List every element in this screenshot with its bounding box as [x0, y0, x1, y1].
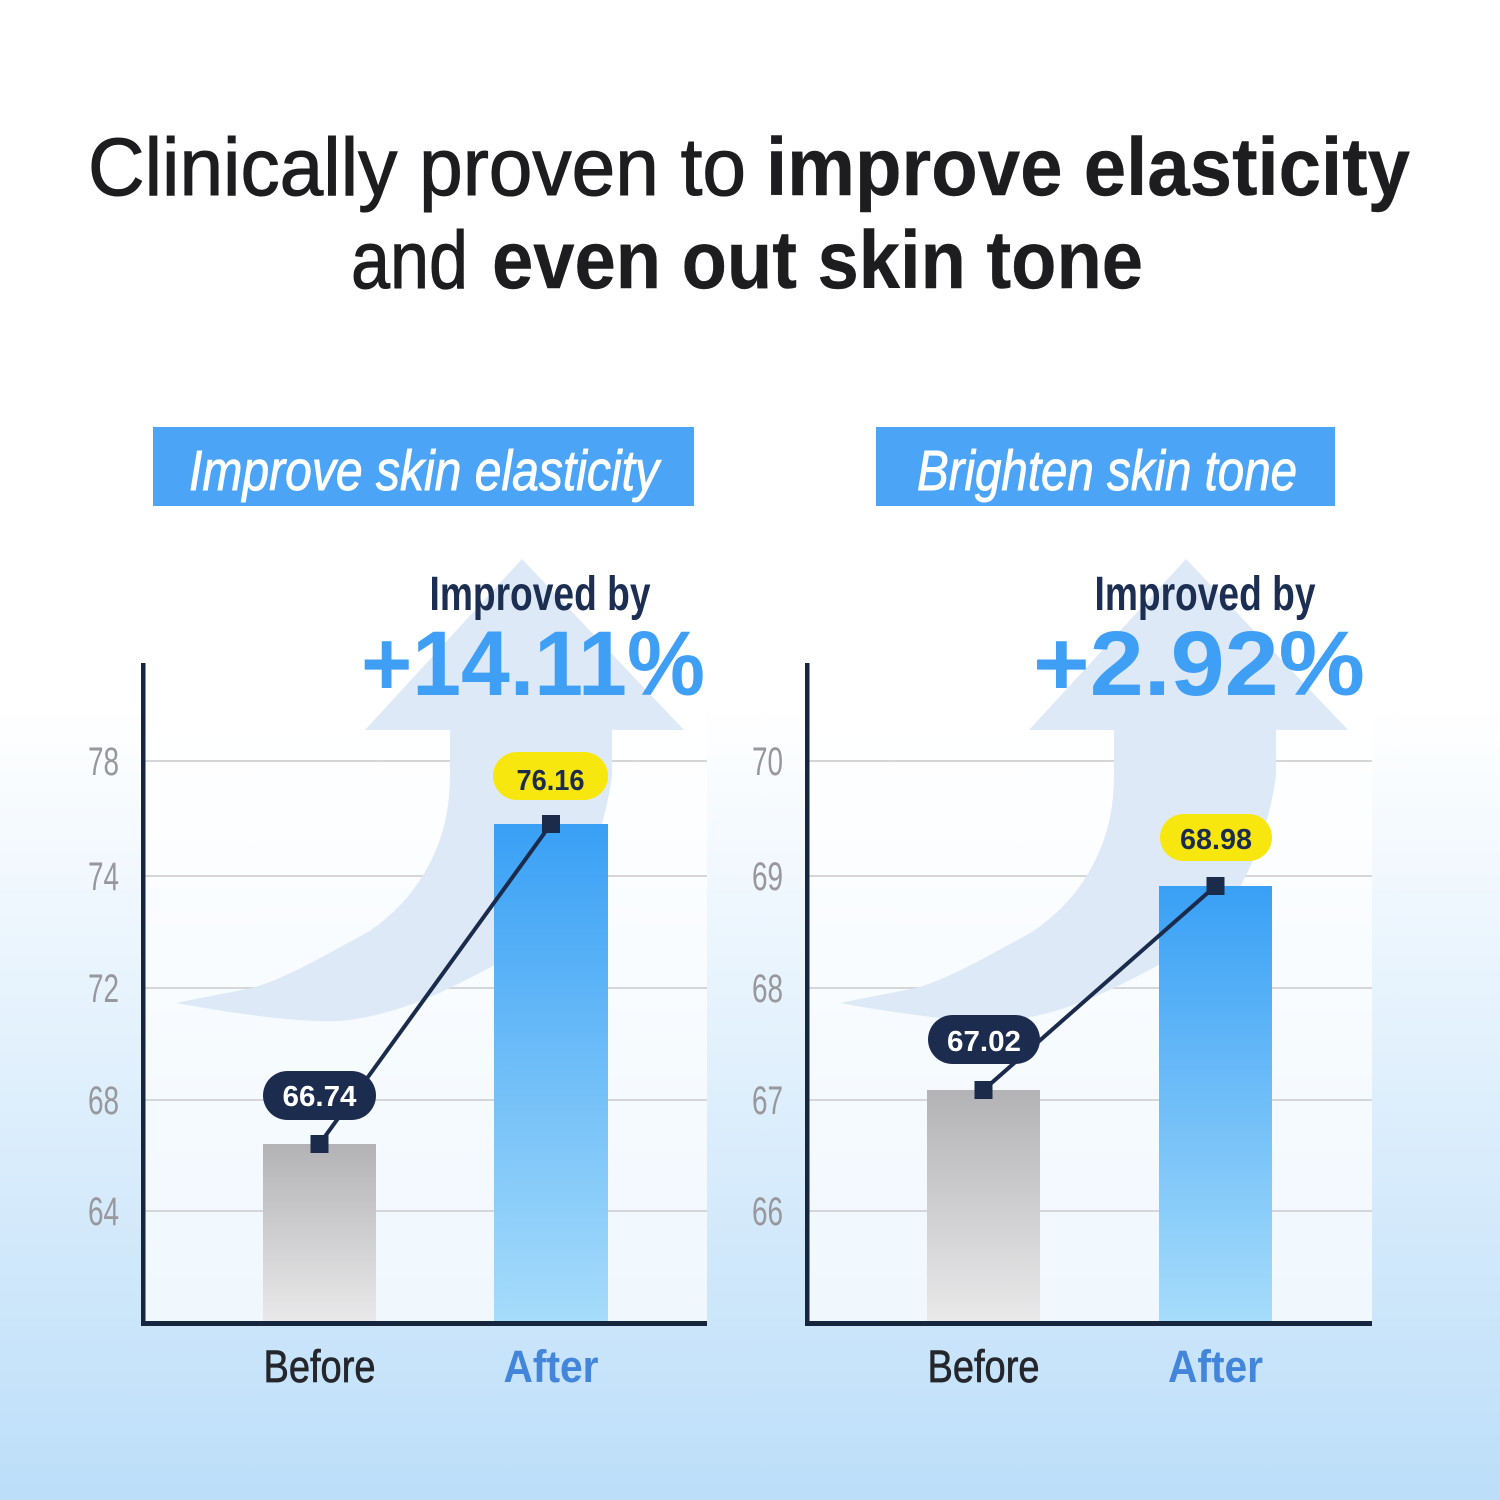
- svg-text:even out skin tone: even out skin tone: [492, 215, 1143, 306]
- svg-text:67: 67: [752, 1079, 783, 1123]
- svg-text:67.02: 67.02: [947, 1026, 1021, 1058]
- svg-text:Improve skin elasticity: Improve skin elasticity: [189, 439, 662, 503]
- svg-text:and: and: [351, 215, 468, 306]
- svg-text:Brighten skin tone: Brighten skin tone: [917, 439, 1297, 503]
- svg-text:78: 78: [88, 740, 119, 784]
- svg-text:70: 70: [752, 740, 783, 784]
- svg-text:improve elasticity: improve elasticity: [766, 122, 1410, 213]
- svg-text:66: 66: [752, 1190, 783, 1234]
- svg-text:68: 68: [88, 1079, 119, 1123]
- svg-text:69: 69: [752, 855, 783, 899]
- svg-text:Improved by: Improved by: [430, 568, 651, 621]
- svg-text:After: After: [504, 1341, 599, 1392]
- svg-text:+14.11%: +14.11%: [361, 613, 705, 715]
- svg-text:Before: Before: [264, 1341, 376, 1392]
- svg-text:68.98: 68.98: [1180, 824, 1252, 856]
- svg-text:Improved by: Improved by: [1095, 568, 1316, 621]
- svg-text:66.74: 66.74: [283, 1081, 357, 1113]
- svg-text:68: 68: [752, 967, 783, 1011]
- svg-text:After: After: [1168, 1341, 1263, 1392]
- svg-text:Before: Before: [928, 1341, 1040, 1392]
- svg-text:Clinically proven to: Clinically proven to: [88, 122, 746, 213]
- svg-text:72: 72: [88, 967, 119, 1011]
- svg-text:64: 64: [88, 1190, 119, 1234]
- svg-text:+2.92%: +2.92%: [1033, 613, 1365, 715]
- svg-text:74: 74: [88, 855, 119, 899]
- svg-text:76.16: 76.16: [517, 765, 585, 797]
